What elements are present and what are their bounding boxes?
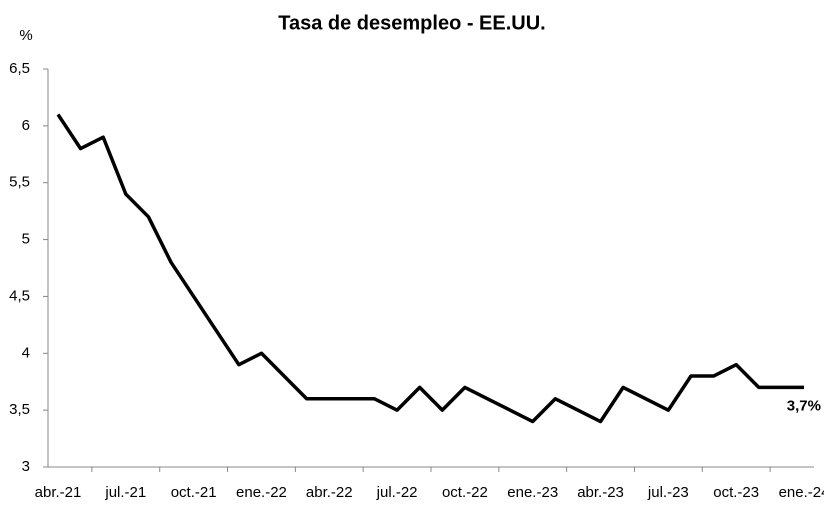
x-tick-label: ene.-24 — [779, 484, 824, 501]
x-tick-label: jul.-21 — [104, 484, 146, 501]
x-tick-label: oct.-23 — [713, 484, 759, 501]
y-tick-label: 6,5 — [9, 60, 30, 77]
x-tick-label: oct.-21 — [171, 484, 217, 501]
annotation: 3,7% — [787, 397, 821, 414]
x-tick-label: abr.-21 — [35, 484, 82, 501]
y-axis-unit: % — [19, 27, 32, 44]
x-tick-label: jul.-23 — [647, 484, 689, 501]
x-tick-label: jul.-22 — [376, 484, 418, 501]
x-tick-label: abr.-22 — [306, 484, 353, 501]
x-tick-label: ene.-23 — [507, 484, 558, 501]
y-tick-label: 3,5 — [9, 401, 30, 418]
chart-title: Tasa de desempleo - EE.UU. — [278, 12, 546, 34]
y-tick-label: 4,5 — [9, 287, 30, 304]
x-tick-label: abr.-23 — [577, 484, 624, 501]
y-tick-label: 5 — [22, 231, 30, 248]
y-tick-label: 5,5 — [9, 174, 30, 191]
y-tick-label: 4 — [22, 344, 30, 361]
x-tick-label: oct.-22 — [442, 484, 488, 501]
y-tick-label: 6 — [22, 117, 30, 134]
y-tick-label: 3 — [22, 458, 30, 475]
data-line — [56, 113, 804, 424]
x-tick-label: ene.-22 — [236, 484, 287, 501]
